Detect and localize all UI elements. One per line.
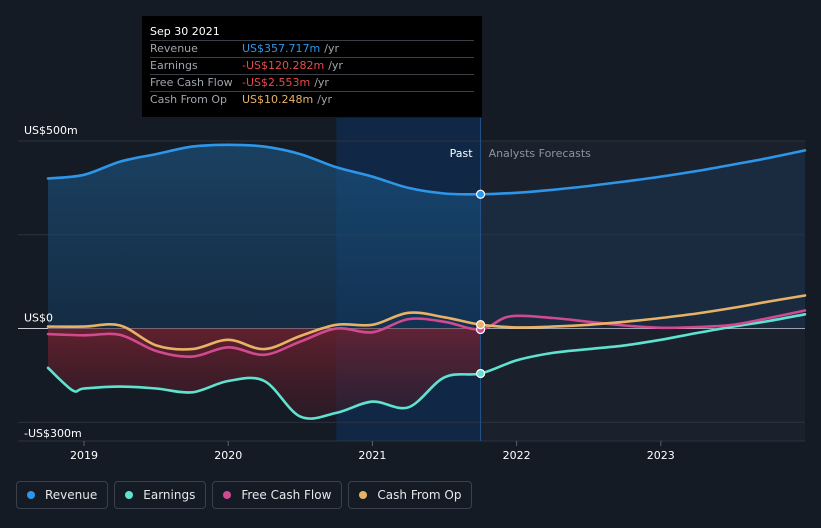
- x-tick-label: 2022: [503, 449, 531, 462]
- revenue-area: [48, 144, 481, 329]
- forecast-label: Analysts Forecasts: [489, 147, 592, 160]
- x-tick-label: 2019: [70, 449, 98, 462]
- past-label: Past: [450, 147, 474, 160]
- tooltip-series-value: -US$2.553m: [242, 76, 311, 89]
- tooltip-unit: /yr: [314, 76, 329, 89]
- y-axis-label: US$500m: [24, 124, 78, 137]
- legend-item-earnings[interactable]: Earnings: [114, 481, 207, 509]
- tooltip-series-name: Earnings: [150, 59, 198, 72]
- tooltip-row: Earnings -US$120.282m/yr: [150, 57, 474, 74]
- legend-dot-icon: [223, 491, 232, 499]
- legend-item-cash-from-op[interactable]: Cash From Op: [348, 481, 473, 509]
- tooltip-series-name: Cash From Op: [150, 93, 228, 106]
- x-tick-label: 2023: [647, 449, 675, 462]
- legend-dot-icon: [125, 491, 134, 499]
- earnings-marker: [475, 368, 486, 379]
- x-tick-label: 2021: [358, 449, 386, 462]
- tooltip-unit: /yr: [317, 93, 332, 106]
- legend-label: Revenue: [45, 488, 98, 502]
- legend-dot-icon: [27, 491, 35, 499]
- x-tick-label: 2020: [214, 449, 242, 462]
- tooltip-series-name: Revenue: [150, 42, 198, 55]
- legend-label: Free Cash Flow: [241, 488, 332, 502]
- hover-tooltip: Sep 30 2021 Revenue US$357.717m/yr Earning…: [142, 16, 482, 117]
- tooltip-series-name: Free Cash Flow: [150, 76, 233, 89]
- tooltip-series-value: US$357.717m: [242, 42, 321, 55]
- legend-dot-icon: [359, 491, 368, 499]
- revenue-line: [46, 143, 807, 196]
- chart-legend: Revenue Earnings Free Cash Flow Cash From O…: [16, 481, 473, 509]
- tooltip-date: Sep 30 2021: [150, 25, 220, 38]
- tooltip-unit: /yr: [328, 59, 343, 72]
- free-cash-flow-line: [46, 309, 807, 359]
- tooltip-series-value: US$10.248m: [242, 93, 314, 106]
- tooltip-unit: /yr: [324, 42, 339, 55]
- cash-from-op-line: [46, 294, 807, 351]
- y-axis-label: -US$300m: [24, 427, 82, 440]
- cash-from-op-marker: [475, 320, 486, 330]
- earnings-line: [46, 313, 807, 420]
- legend-item-free-cash-flow[interactable]: Free Cash Flow: [212, 481, 343, 509]
- tooltip-series-value: -US$120.282m: [242, 59, 325, 72]
- tooltip-row: Free Cash Flow -US$2.553m/yr: [150, 74, 474, 91]
- legend-label: Earnings: [143, 488, 196, 502]
- y-axis-label: US$0: [24, 312, 53, 325]
- revenue-forecast-area: [480, 150, 805, 329]
- legend-label: Cash From Op: [377, 488, 462, 502]
- legend-item-revenue[interactable]: Revenue: [16, 481, 109, 509]
- tooltip-row: Revenue US$357.717m/yr: [150, 40, 474, 57]
- revenue-marker: [475, 189, 486, 199]
- tooltip-row: Cash From Op US$10.248m/yr: [150, 91, 474, 108]
